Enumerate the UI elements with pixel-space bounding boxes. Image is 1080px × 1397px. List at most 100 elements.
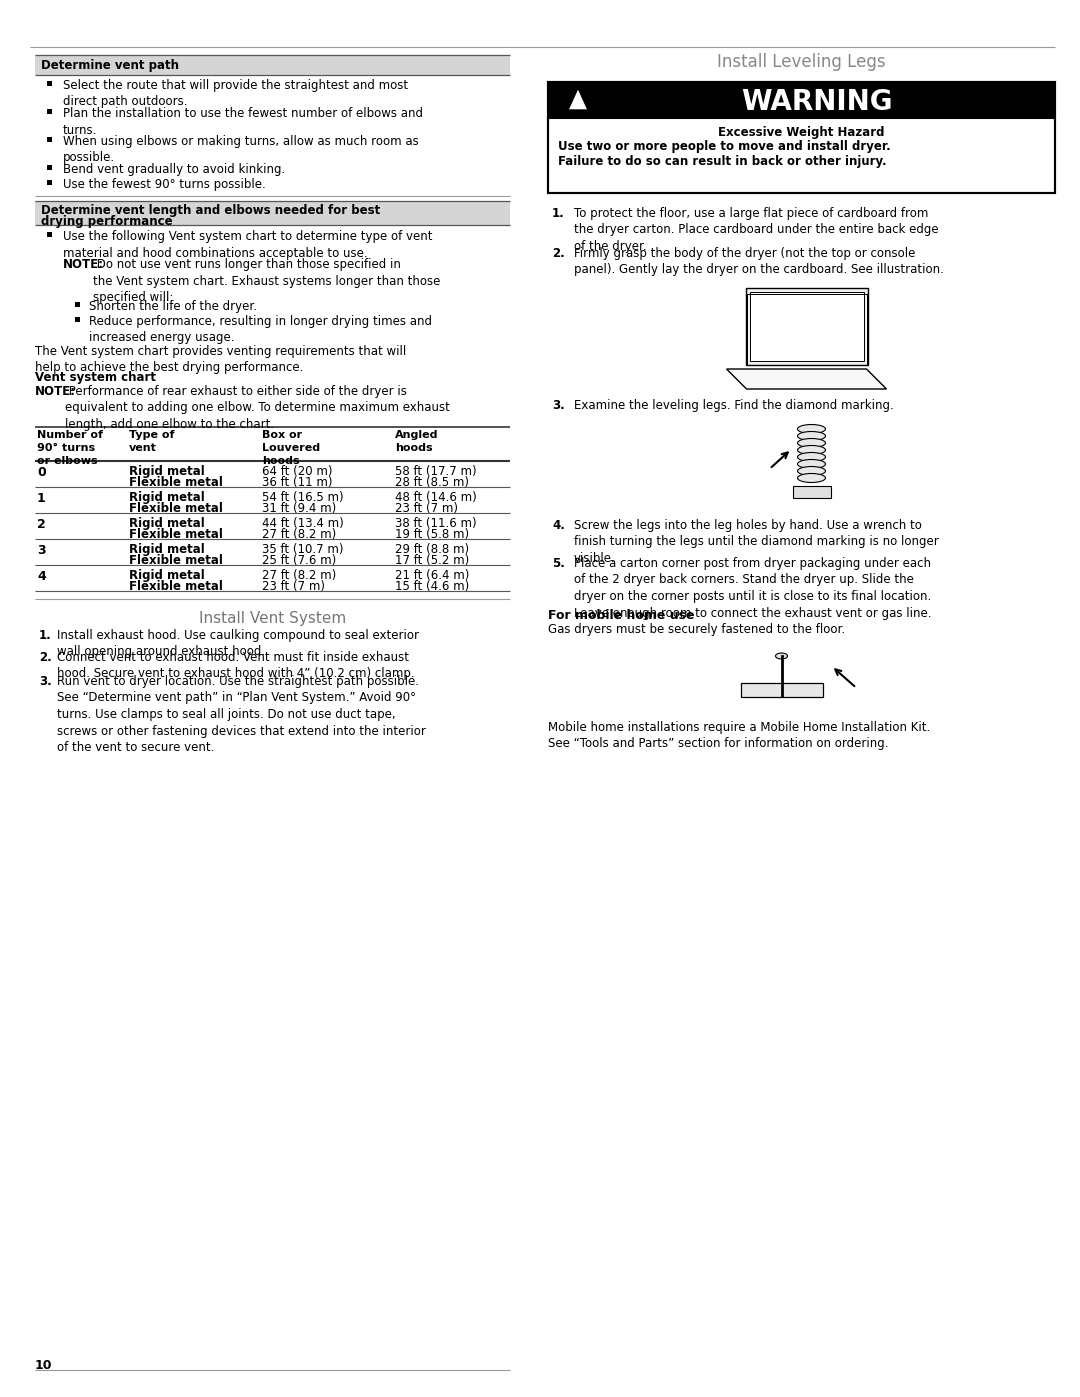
Bar [548,117,1055,193]
Bar [46,137,52,141]
Text: Rigid metal: Rigid metal [129,569,205,583]
Text: NOTE:: NOTE: [63,258,104,271]
Text: Excessive Weight Hazard: Excessive Weight Hazard [718,126,885,138]
Text: Number of
90° turns
or elbows: Number of 90° turns or elbows [37,430,103,465]
Text: Examine the leveling legs. Find the diamond marking.: Examine the leveling legs. Find the diam… [573,400,894,412]
Text: 27 ft (8.2 m): 27 ft (8.2 m) [262,569,336,583]
Text: Flexible metal: Flexible metal [129,476,222,489]
Text: Install Leveling Legs: Install Leveling Legs [717,53,886,71]
Text: Performance of rear exhaust to either side of the dryer is
equivalent to adding : Performance of rear exhaust to either si… [65,386,450,432]
Text: drying performance: drying performance [41,215,173,228]
Ellipse shape [797,432,825,440]
Text: Failure to do so can result in back or other injury.: Failure to do so can result in back or o… [558,155,887,168]
Text: 23 ft (7 m): 23 ft (7 m) [395,502,458,515]
Text: Plan the installation to use the fewest number of elbows and
turns.: Plan the installation to use the fewest … [63,108,423,137]
Text: 4.: 4. [552,520,565,532]
Bar [46,81,52,85]
Text: 4: 4 [37,570,45,583]
Text: 35 ft (10.7 m): 35 ft (10.7 m) [262,543,343,556]
Text: Use two or more people to move and install dryer.: Use two or more people to move and insta… [558,140,891,154]
Text: 15 ft (4.6 m): 15 ft (4.6 m) [395,580,469,592]
Text: Determine vent length and elbows needed for best: Determine vent length and elbows needed … [41,204,380,217]
Text: Connect vent to exhaust hood. Vent must fit inside exhaust
hood. Secure vent to : Connect vent to exhaust hood. Vent must … [57,651,415,680]
Text: 58 ft (17.7 m): 58 ft (17.7 m) [395,465,476,478]
Text: Select the route that will provide the straightest and most
direct path outdoors: Select the route that will provide the s… [63,80,408,109]
Text: 19 ft (5.8 m): 19 ft (5.8 m) [395,528,469,541]
Text: 48 ft (14.6 m): 48 ft (14.6 m) [395,490,476,504]
Text: 29 ft (8.8 m): 29 ft (8.8 m) [395,543,469,556]
Text: 36 ft (11 m): 36 ft (11 m) [262,476,333,489]
Text: For mobile home use: For mobile home use [548,609,694,622]
Text: Flexible metal: Flexible metal [129,555,222,567]
Text: To protect the floor, use a large flat piece of cardboard from
the dryer carton.: To protect the floor, use a large flat p… [573,207,939,253]
Text: Gas dryers must be securely fastened to the floor.: Gas dryers must be securely fastened to … [548,623,846,636]
Text: 0: 0 [37,467,45,479]
Ellipse shape [797,453,825,461]
Bar [46,165,52,169]
Text: Firmly grasp the body of the dryer (not the top or console
panel). Gently lay th: Firmly grasp the body of the dryer (not … [573,247,944,277]
Text: 2.: 2. [39,651,52,664]
Text: 44 ft (13.4 m): 44 ft (13.4 m) [262,517,343,529]
FancyBboxPatch shape [750,292,864,360]
Text: Determine vent path: Determine vent path [41,59,179,73]
Text: 31 ft (9.4 m): 31 ft (9.4 m) [262,502,336,515]
Text: 27 ft (8.2 m): 27 ft (8.2 m) [262,528,336,541]
Text: 54 ft (16.5 m): 54 ft (16.5 m) [262,490,343,504]
Text: 21 ft (6.4 m): 21 ft (6.4 m) [395,569,470,583]
Bar [35,201,510,225]
Ellipse shape [797,446,825,454]
Bar [75,317,80,321]
Text: Place a carton corner post from dryer packaging under each
of the 2 dryer back c: Place a carton corner post from dryer pa… [573,557,931,619]
Text: Rigid metal: Rigid metal [129,543,205,556]
Text: 28 ft (8.5 m): 28 ft (8.5 m) [395,476,469,489]
Text: 1: 1 [37,492,45,504]
Ellipse shape [797,425,825,433]
Text: 5.: 5. [552,557,565,570]
Ellipse shape [775,652,787,659]
Text: Use the following Vent system chart to determine type of vent
material and hood : Use the following Vent system chart to d… [63,231,432,260]
Text: The Vent system chart provides venting requirements that will
help to achieve th: The Vent system chart provides venting r… [35,345,406,374]
Text: Rigid metal: Rigid metal [129,465,205,478]
Text: Use the fewest 90° turns possible.: Use the fewest 90° turns possible. [63,177,266,191]
Bar [75,302,80,306]
Bar [46,232,52,236]
Text: Mobile home installations require a Mobile Home Installation Kit.
See “Tools and: Mobile home installations require a Mobi… [548,721,930,750]
Text: Rigid metal: Rigid metal [129,517,205,529]
Text: 23 ft (7 m): 23 ft (7 m) [262,580,325,592]
Text: Angled
hoods: Angled hoods [395,430,438,453]
Text: NOTE:: NOTE: [35,386,76,398]
Polygon shape [727,369,887,388]
Ellipse shape [797,460,825,468]
Text: Screw the legs into the leg holes by hand. Use a wrench to
finish turning the le: Screw the legs into the leg holes by han… [573,520,939,564]
FancyBboxPatch shape [793,486,831,497]
Text: Rigid metal: Rigid metal [129,490,205,504]
Bar [46,179,52,184]
Text: 64 ft (20 m): 64 ft (20 m) [262,465,333,478]
Ellipse shape [797,439,825,447]
Text: Install Vent System: Install Vent System [199,610,346,626]
Bar [548,82,1055,193]
FancyBboxPatch shape [741,683,823,697]
Text: 10: 10 [35,1359,53,1372]
Text: 3: 3 [37,543,45,557]
Text: Flexible metal: Flexible metal [129,502,222,515]
Text: Bend vent gradually to avoid kinking.: Bend vent gradually to avoid kinking. [63,163,285,176]
Text: 3.: 3. [552,400,565,412]
Text: Box or
Louvered
hoods: Box or Louvered hoods [262,430,320,465]
Text: 1.: 1. [552,207,565,219]
Text: WARNING: WARNING [741,88,892,116]
Ellipse shape [797,467,825,475]
Text: Reduce performance, resulting in longer drying times and
increased energy usage.: Reduce performance, resulting in longer … [89,314,432,345]
Text: Shorten the life of the dryer.: Shorten the life of the dryer. [89,300,257,313]
Bar [46,109,52,113]
Text: !: ! [575,96,581,110]
Text: Flexible metal: Flexible metal [129,580,222,592]
Bar [548,82,1055,117]
FancyBboxPatch shape [745,288,867,365]
Text: Run vent to dryer location. Use the straightest path possible.
See “Determine ve: Run vent to dryer location. Use the stra… [57,675,426,754]
Text: Install exhaust hood. Use caulking compound to seal exterior
wall opening around: Install exhaust hood. Use caulking compo… [57,629,419,658]
Text: Type of
vent: Type of vent [129,430,175,453]
Polygon shape [568,88,588,110]
Bar [35,54,510,75]
Text: Vent system chart: Vent system chart [35,372,156,384]
